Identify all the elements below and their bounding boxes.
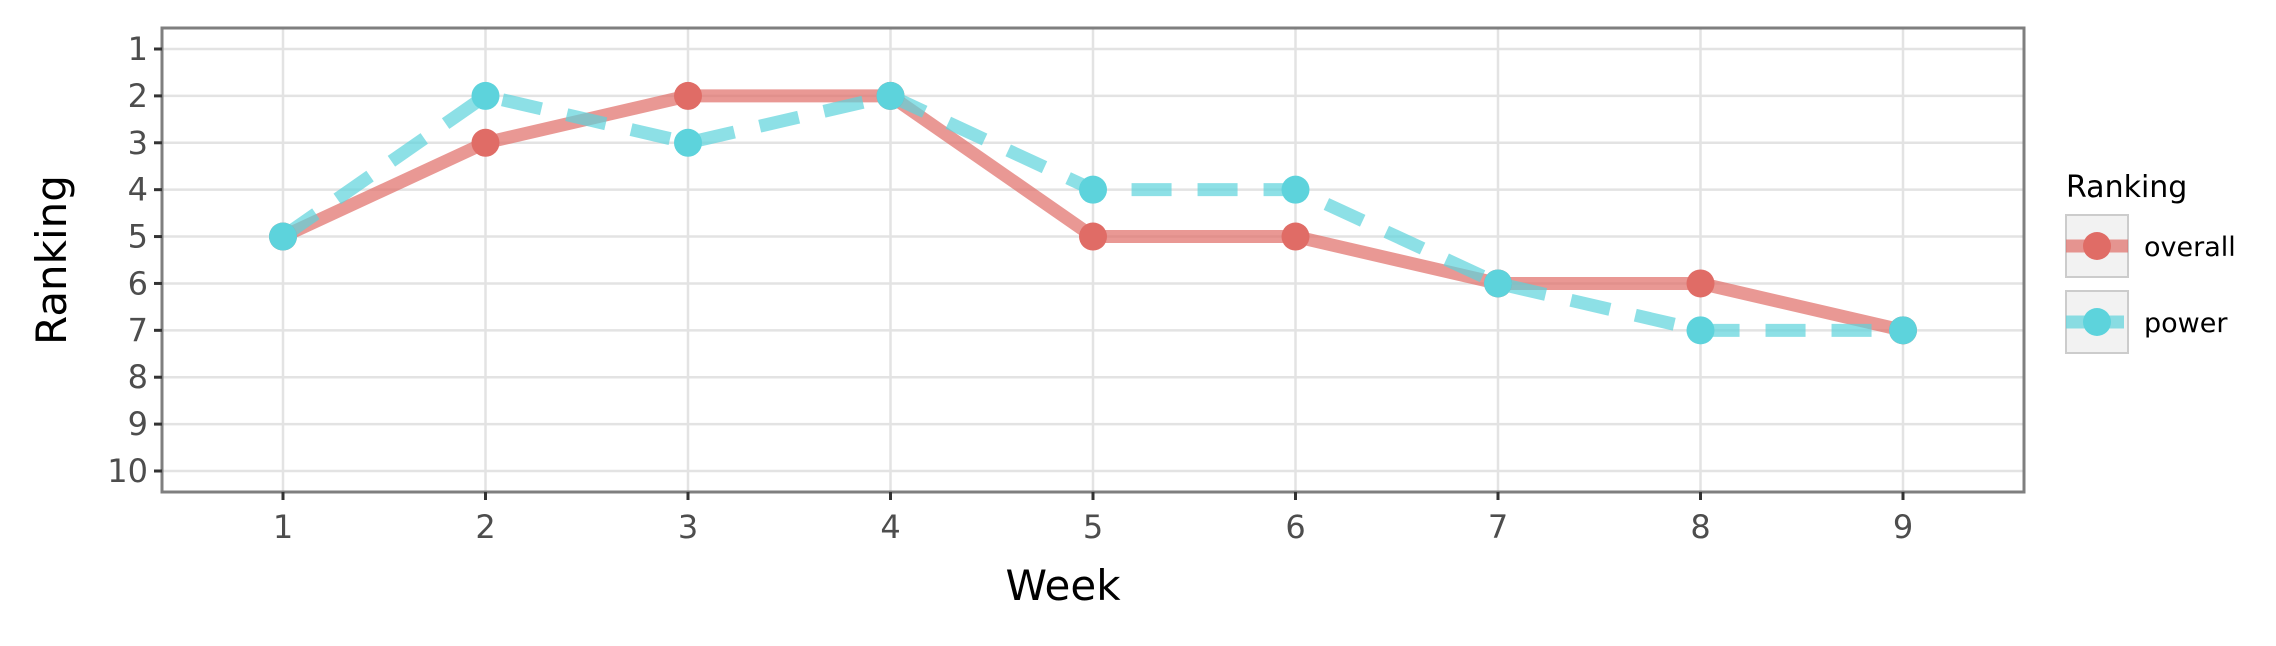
x-tick-label: 9	[1893, 508, 1913, 546]
data-point-power	[1484, 269, 1512, 298]
x-tick-label: 5	[1083, 508, 1103, 546]
x-axis-label: Week	[1005, 561, 1121, 610]
legend-label-power: power	[2144, 308, 2228, 339]
y-tick-label: 9	[128, 405, 148, 443]
data-point-overall	[1079, 222, 1107, 251]
legend-label-overall: overall	[2144, 232, 2236, 263]
y-tick-label: 6	[128, 264, 148, 302]
data-point-power	[1079, 175, 1107, 204]
data-point-power	[471, 81, 500, 110]
x-tick-label: 7	[1488, 508, 1508, 546]
y-tick-label: 8	[128, 358, 148, 396]
data-point-overall	[1686, 269, 1715, 298]
x-tick-label: 3	[678, 508, 698, 546]
data-point-power	[876, 81, 905, 110]
legend-key-point	[2083, 232, 2111, 260]
legend-title: Ranking	[2066, 170, 2187, 205]
data-point-power	[1889, 316, 1917, 345]
x-tick-label: 1	[273, 508, 293, 546]
y-tick-label: 7	[128, 311, 148, 349]
x-tick-label: 4	[880, 508, 900, 546]
y-tick-label: 1	[128, 30, 148, 68]
x-tick-label: 8	[1690, 508, 1710, 546]
x-tick-label: 2	[475, 508, 495, 546]
legend: Ranking overall power	[2065, 170, 2236, 354]
y-axis-label: Ranking	[27, 175, 76, 345]
y-tick-label: 2	[128, 77, 148, 115]
y-tick-label: 3	[128, 124, 148, 162]
data-point-power	[1686, 316, 1715, 345]
y-tick-label: 10	[107, 452, 148, 490]
x-axis-ticks: 1 2 3 4 5 6 7 8 9	[273, 492, 1913, 546]
data-point-overall	[674, 81, 702, 110]
y-tick-label: 4	[128, 171, 148, 209]
y-axis-ticks: 1 2 3 4 5 6 7 8 9 10	[107, 30, 162, 490]
data-point-overall	[1281, 222, 1310, 251]
y-tick-label: 5	[128, 218, 148, 256]
data-point-overall	[471, 128, 500, 157]
data-point-power	[1281, 175, 1310, 204]
legend-key-point	[2083, 308, 2111, 336]
data-point-power	[269, 222, 297, 251]
x-tick-label: 6	[1285, 508, 1305, 546]
legend-keys: overall power	[2065, 214, 2236, 354]
series-layer	[269, 81, 1917, 345]
data-point-power	[674, 128, 702, 157]
